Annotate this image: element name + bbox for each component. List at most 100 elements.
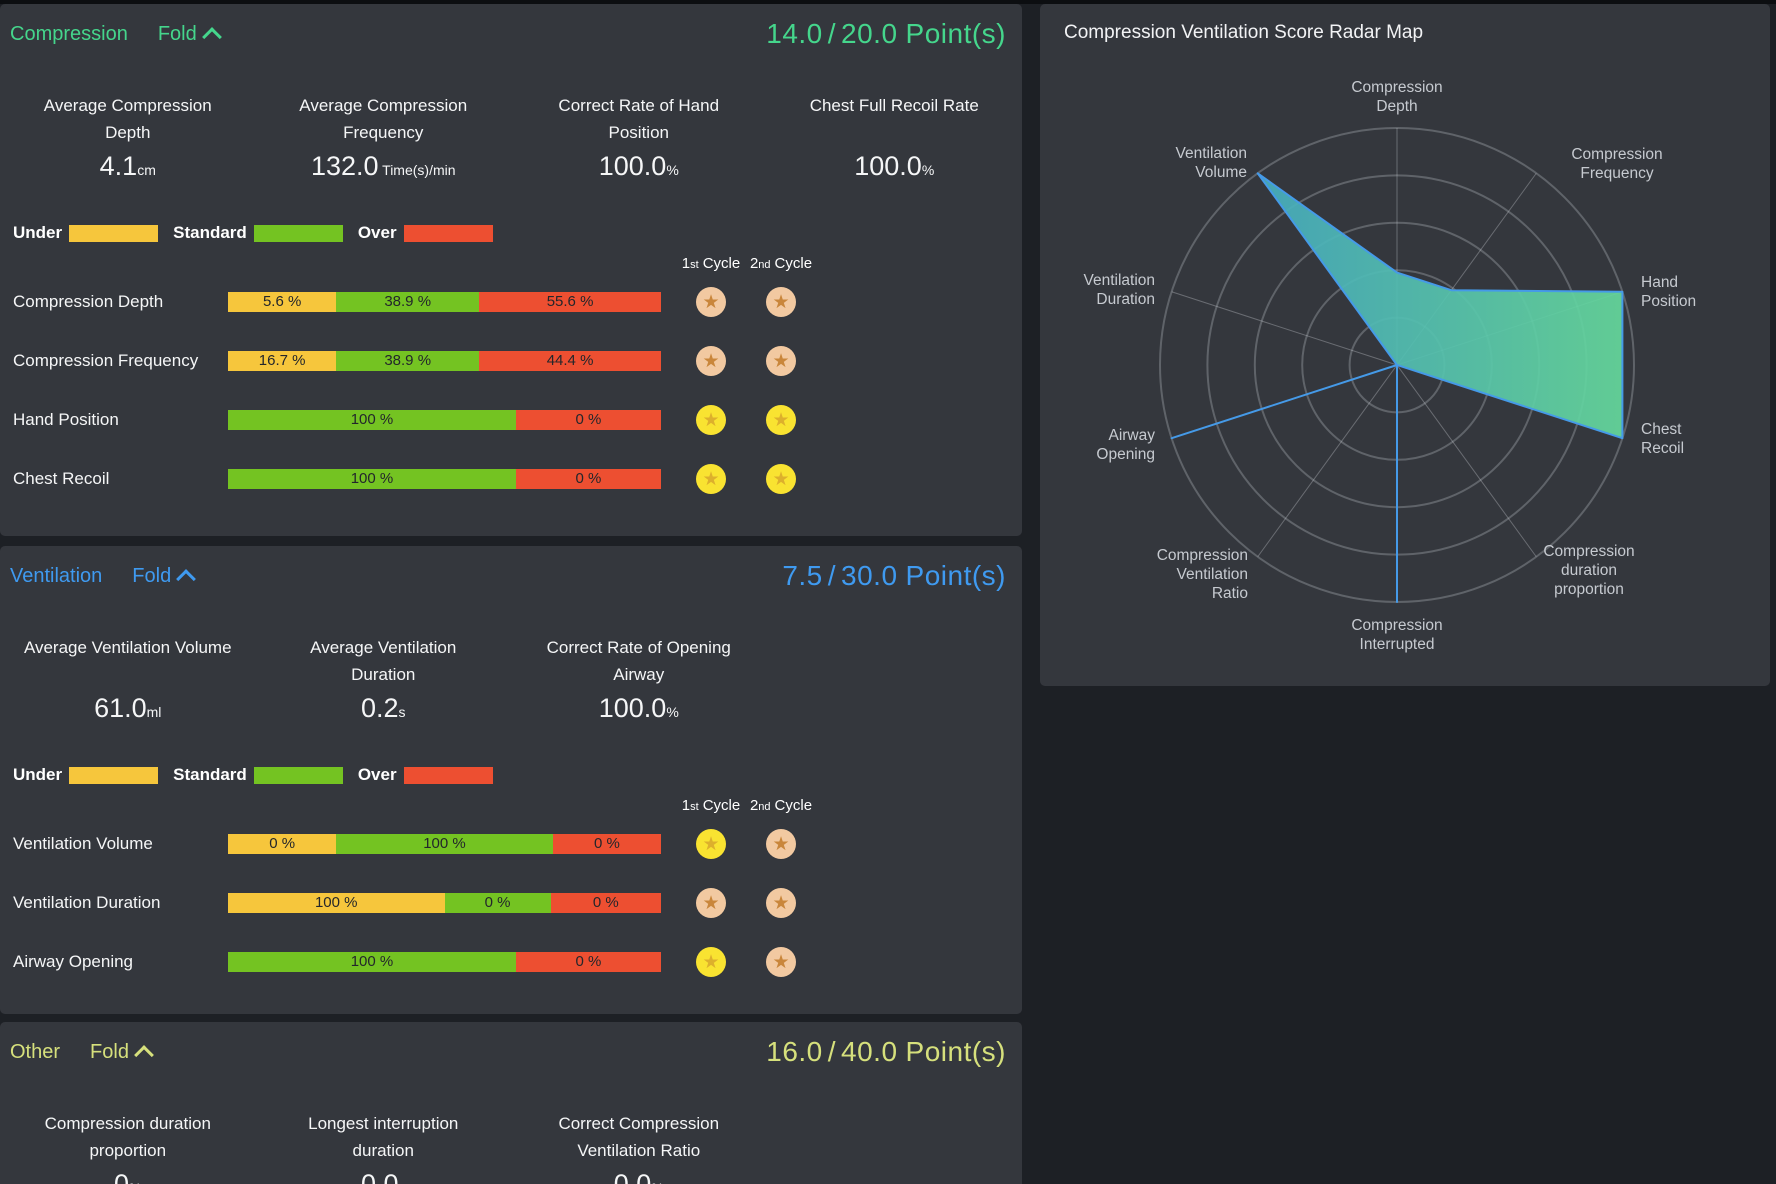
metric-row-label: Ventilation Volume <box>13 834 153 853</box>
stat-value-row: 0% <box>0 1169 256 1184</box>
legend-label-under: Under <box>13 765 63 784</box>
bar-segment-over: 0 % <box>515 469 661 489</box>
stat-label-line: Correct Rate of Opening <box>546 638 731 657</box>
bar-segment-under: 100 % <box>228 893 445 913</box>
stat-cell: Average Ventilation Volume 61.0ml <box>0 634 256 724</box>
bronze-star-medal-icon: ★ <box>766 287 796 317</box>
radar-axis-label-line: Ventilation <box>1175 145 1247 162</box>
rate-bar: 0 % 100 % 0 % <box>228 834 661 854</box>
legend-swatch-over <box>403 766 493 784</box>
stat-value: 100.0 <box>598 693 667 723</box>
legend-swatch-over <box>403 224 493 242</box>
stat-label: Average Ventilation Duration <box>256 634 512 688</box>
fold-label: Fold <box>90 1040 129 1063</box>
stat-label-line: Average Compression <box>299 96 468 115</box>
stat-label: Average Compression Depth <box>0 92 256 146</box>
stat-label: Correct Compression Ventilation Ratio <box>511 1110 767 1164</box>
fold-button-compression[interactable]: Fold <box>158 23 222 47</box>
radar-axis-label-line: Ventilation <box>1176 566 1248 583</box>
section-title-compression: Compression <box>10 22 128 45</box>
points-separator: / <box>827 18 837 49</box>
stat-value: 100.0 <box>854 151 922 181</box>
stat-label-line: Correct Compression <box>558 1114 720 1133</box>
radar-axis-label: Hand Position <box>1641 273 1770 311</box>
metric-row: Ventilation Duration 100 % 0 % 0 % ★ ★ <box>0 888 1022 918</box>
points-total: 40.0 <box>841 1036 898 1067</box>
cycle-word: Cycle <box>774 255 813 272</box>
points-earned: 7.5 <box>782 560 823 591</box>
radar-axis-label-line: Volume <box>1195 164 1247 181</box>
section-points-compression: 14.0/20.0 Point(s) <box>766 18 1006 50</box>
rate-bar: 100 % 0 % <box>228 469 661 489</box>
bronze-star-medal-icon: ★ <box>766 888 796 918</box>
points-total: 30.0 <box>841 560 898 591</box>
cycle-num: 1 <box>681 255 691 272</box>
stat-value: 0.0 <box>360 1169 399 1184</box>
radar-axis-label-line: Opening <box>1096 446 1155 463</box>
stat-label-line: Average Ventilation <box>310 638 457 657</box>
stat-label: Average Compression Frequency <box>256 92 512 146</box>
bar-segment-under: 5.6 % <box>228 292 337 312</box>
radar-axis-label: Compression Interrupted <box>1287 616 1507 654</box>
legend-swatch-standard <box>253 766 343 784</box>
section-points-other: 16.0/40.0 Point(s) <box>766 1036 1006 1068</box>
section-header-other: Other Fold 16.0/40.0 Point(s) <box>10 1036 1006 1068</box>
radar-axis-label: Compression Ventilation Ratio <box>1040 546 1248 603</box>
gold-star-medal-icon: ★ <box>696 464 726 494</box>
legend-label-over: Over <box>357 223 397 242</box>
stat-label-line: Chest Full Recoil Rate <box>809 96 979 115</box>
cycle-header-2: 2nd Cycle <box>739 255 823 272</box>
stat-unit: % <box>666 704 679 720</box>
bar-segment-over: 0 % <box>552 834 661 854</box>
stat-value-row: 61.0ml <box>0 693 256 724</box>
stat-cell: Compression duration proportion 0% <box>0 1110 256 1184</box>
cycle-word: Cycle <box>702 797 741 814</box>
stat-unit: % <box>921 162 935 178</box>
stats-row-compression: Average Compression Depth 4.1cm Average Com… <box>0 92 1022 182</box>
fold-button-other[interactable]: Fold <box>90 1040 154 1065</box>
radar-axis-label-line: duration <box>1560 562 1617 579</box>
stat-cell: Correct Rate of Hand Position 100.0% <box>511 92 767 182</box>
rate-bar: 100 % 0 % <box>228 410 661 430</box>
radar-axis-label-line: Compression <box>1156 547 1248 564</box>
stat-label-line: Compression duration <box>44 1114 211 1133</box>
gold-star-medal-icon: ★ <box>696 947 726 977</box>
stat-label-line: Airway <box>613 665 665 684</box>
gold-star-medal-icon: ★ <box>696 829 726 859</box>
stat-cell: Average Ventilation Duration 0.2s <box>256 634 512 724</box>
stats-row-ventilation: Average Ventilation Volume 61.0ml Average … <box>0 634 1022 724</box>
stat-value: 0.0 <box>613 1169 652 1184</box>
radar-axis-label-line: proportion <box>1554 581 1624 598</box>
fold-button-ventilation[interactable]: Fold <box>132 565 197 589</box>
radar-title: Compression Ventilation Score Radar Map <box>1064 22 1424 43</box>
radar-axis-label: Compression Frequency <box>1507 145 1727 183</box>
metric-row-label: Chest Recoil <box>13 469 110 488</box>
radar-axis-label-line: Depth <box>1376 98 1418 115</box>
radar-svg <box>1159 127 1635 603</box>
band-legend: Under Standard Over <box>13 765 508 785</box>
chevron-up-icon <box>176 569 197 589</box>
stat-label: Correct Rate of Opening Airway <box>511 634 767 688</box>
radar-axis-label-line: Frequency <box>1580 165 1654 182</box>
legend-label-over: Over <box>357 765 397 784</box>
stat-label: Compression duration proportion <box>0 1110 256 1164</box>
stat-unit: ml <box>146 704 162 720</box>
radar-axis-label-line: Ratio <box>1211 585 1248 602</box>
legend-swatch-under <box>69 766 159 784</box>
section-title-ventilation: Ventilation <box>10 564 103 587</box>
stat-unit: s <box>399 1180 406 1184</box>
stat-unit: % <box>129 1180 141 1184</box>
stat-value: 0.2 <box>360 693 399 723</box>
cycle-word: Cycle <box>702 255 741 272</box>
radar-axis-spoke <box>1396 364 1537 558</box>
bronze-star-medal-icon: ★ <box>766 829 796 859</box>
stat-label: Chest Full Recoil Rate <box>767 92 1023 146</box>
stat-unit: Time(s)/min <box>378 162 456 178</box>
stat-value-row: 0.2s <box>256 693 512 724</box>
metric-row-label: Compression Depth <box>13 292 164 311</box>
radar-axis-label: Compression duration proportion <box>1479 542 1699 599</box>
points-total: 20.0 <box>841 18 898 49</box>
radar-axis-label-line: Interrupted <box>1359 636 1435 653</box>
legend-swatch-standard <box>253 224 343 242</box>
